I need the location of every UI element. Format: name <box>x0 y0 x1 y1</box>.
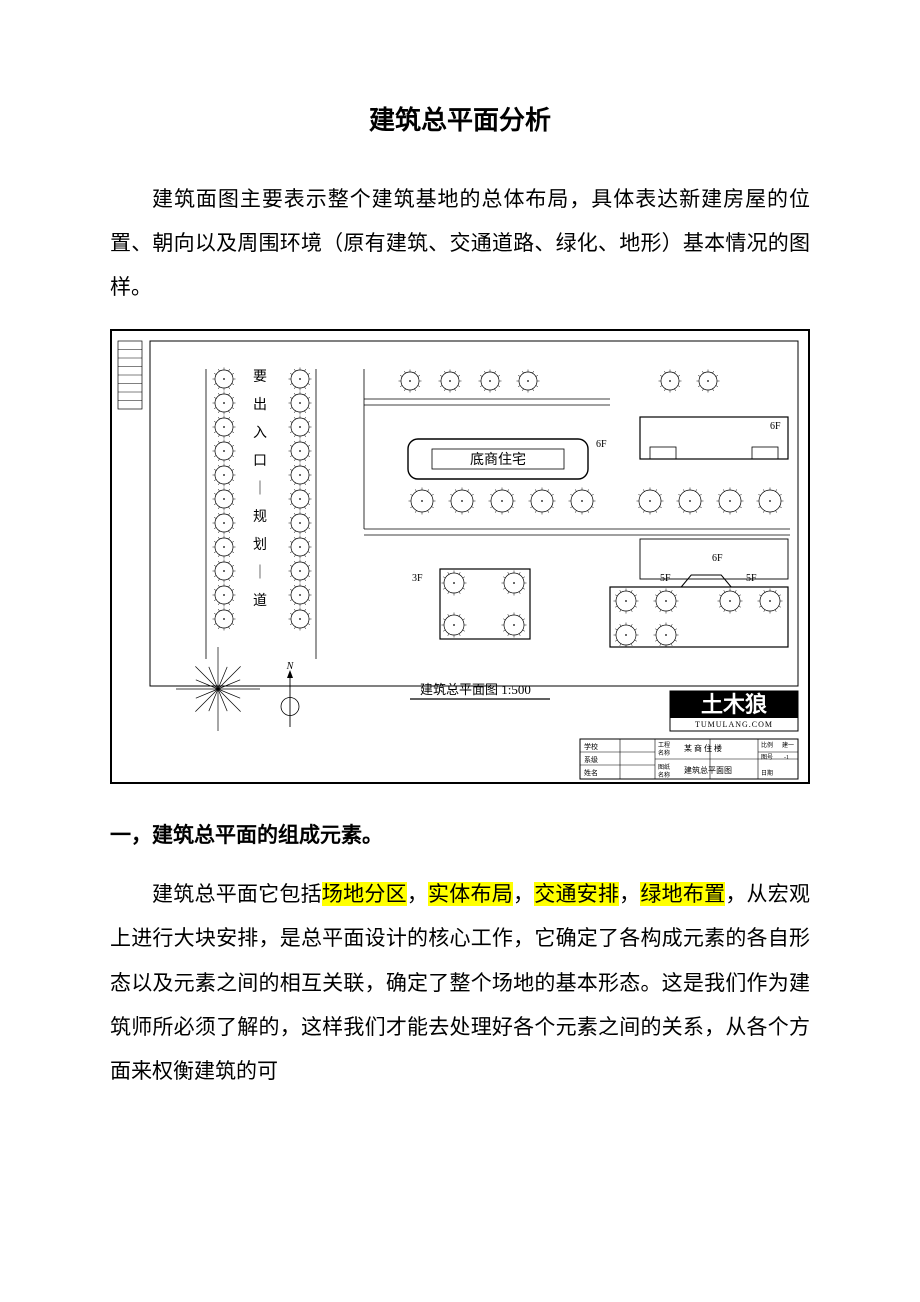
svg-text:TUMULANG.COM: TUMULANG.COM <box>695 720 773 729</box>
intro-paragraph: 建筑面图主要表示整个建筑基地的总体布局，具体表达新建房屋的位置、朝向以及周围环境… <box>110 177 810 309</box>
svg-text:底商住宅: 底商住宅 <box>470 452 526 468</box>
svg-text:5F: 5F <box>746 573 757 584</box>
svg-text:6F: 6F <box>770 421 781 432</box>
svg-text:系级: 系级 <box>584 755 598 764</box>
svg-text:图号: 图号 <box>761 754 773 761</box>
sep-2: ， <box>513 882 534 906</box>
section-1-heading: 一，建筑总平面的组成元素。 <box>110 814 810 858</box>
body-prefix: 建筑总平面它包括 <box>152 882 322 906</box>
svg-text:建筑总平面图: 建筑总平面图 <box>684 765 732 775</box>
svg-text:建筑总平面图 1:500: 建筑总平面图 1:500 <box>420 682 531 697</box>
svg-text:规: 规 <box>253 509 267 525</box>
sep-1: ， <box>407 882 428 906</box>
svg-text:5F: 5F <box>660 573 671 584</box>
svg-text:姓名: 姓名 <box>584 768 598 777</box>
sep-3: ， <box>619 882 640 906</box>
svg-text:工程: 工程 <box>658 741 670 749</box>
svg-text:建一: 建一 <box>782 741 794 749</box>
svg-text:出: 出 <box>253 397 267 413</box>
body-suffix: ，从宏观上进行大块安排，是总平面设计的核心工作，它确定了各构成元素的各自形态以及… <box>110 882 810 1082</box>
svg-text:-1: -1 <box>784 755 789 761</box>
svg-text:N: N <box>286 661 295 672</box>
svg-text:某 商 住 楼: 某 商 住 楼 <box>684 743 722 753</box>
svg-text:｜: ｜ <box>253 481 267 497</box>
section-1-body: 建筑总平面它包括场地分区，实体布局，交通安排，绿地布置，从宏观上进行大块安排，是… <box>110 872 810 1092</box>
svg-text:比例: 比例 <box>761 741 773 749</box>
svg-text:｜: ｜ <box>253 565 267 581</box>
svg-text:入: 入 <box>253 426 267 441</box>
highlight-1: 场地分区 <box>322 882 407 906</box>
svg-text:划: 划 <box>253 537 267 553</box>
highlight-4: 绿地布置 <box>640 882 725 906</box>
svg-text:道: 道 <box>253 593 267 609</box>
svg-text:要: 要 <box>253 370 267 385</box>
svg-text:名称: 名称 <box>658 771 670 779</box>
svg-text:口: 口 <box>253 454 267 469</box>
highlight-3: 交通安排 <box>534 882 619 906</box>
document-page: 建筑总平面分析 建筑面图主要表示整个建筑基地的总体布局，具体表达新建房屋的位置、… <box>0 0 920 1173</box>
svg-text:图纸: 图纸 <box>658 763 670 771</box>
svg-text:6F: 6F <box>712 553 723 564</box>
site-plan-diagram: 要出入口 ｜ 规划 ｜ 道 底商住宅 6F 6F 6F 3F 5F 5F N 建筑总平面图 1:500 土木… <box>110 329 810 784</box>
svg-text:日期: 日期 <box>761 769 773 777</box>
svg-text:3F: 3F <box>412 573 423 584</box>
doc-title: 建筑总平面分析 <box>110 100 810 137</box>
svg-text:学校: 学校 <box>584 742 598 751</box>
svg-text:6F: 6F <box>596 439 607 450</box>
svg-text:名称: 名称 <box>658 749 670 757</box>
svg-text:土木狼: 土木狼 <box>701 692 767 717</box>
highlight-2: 实体布局 <box>428 882 513 906</box>
